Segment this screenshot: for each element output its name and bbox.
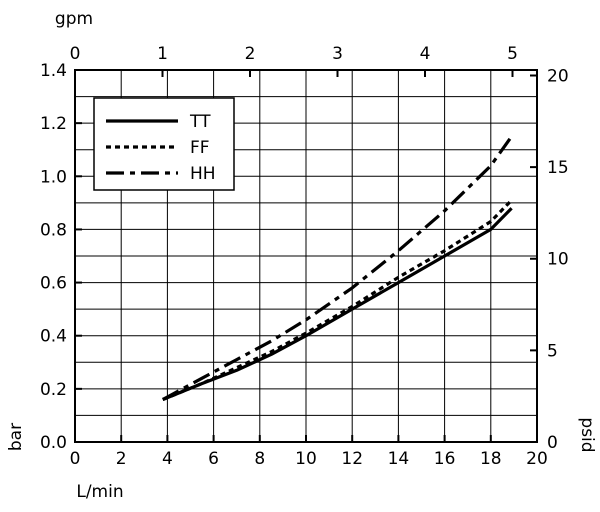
y-tick-label: 1.0 bbox=[40, 167, 67, 187]
top-tick-label: 1 bbox=[157, 44, 168, 64]
top-axis-title: gpm bbox=[55, 9, 93, 29]
plot-frame bbox=[74, 69, 538, 443]
x-tick-label: 2 bbox=[116, 449, 127, 469]
top-tick-label: 2 bbox=[245, 44, 256, 64]
right-axis-title: psid bbox=[577, 417, 597, 452]
legend-box bbox=[93, 97, 235, 191]
y-tick-label: 0.6 bbox=[40, 274, 67, 294]
x-tick-label: 12 bbox=[341, 449, 363, 469]
top-tick-label: 4 bbox=[420, 44, 431, 64]
top-tick-label: 3 bbox=[332, 44, 343, 64]
series-line-tt bbox=[162, 207, 513, 401]
x-tick-label: 14 bbox=[388, 449, 410, 469]
right-tick-label: 20 bbox=[547, 66, 569, 86]
y-tick-label: 0.8 bbox=[40, 220, 67, 240]
right-tick-label: 15 bbox=[547, 158, 569, 178]
x-tick-label: 0 bbox=[70, 449, 81, 469]
right-tick-label: 10 bbox=[547, 250, 569, 270]
x-tick-label: 18 bbox=[480, 449, 502, 469]
y-tick-label: 0.0 bbox=[40, 433, 67, 453]
series-line-hh bbox=[162, 135, 513, 401]
y-axis-title: bar bbox=[6, 423, 26, 451]
series-line-ff bbox=[162, 199, 513, 401]
x-axis-title: L/min bbox=[76, 482, 123, 502]
y-tick-label: 1.2 bbox=[40, 114, 67, 134]
legend-label-hh: HH bbox=[190, 164, 216, 184]
right-tick-label: 5 bbox=[547, 341, 558, 361]
x-tick-label: 4 bbox=[162, 449, 173, 469]
top-tick-label: 0 bbox=[70, 44, 81, 64]
y-tick-label: 0.2 bbox=[40, 380, 67, 400]
x-tick-label: 20 bbox=[526, 449, 548, 469]
legend-label-tt: TT bbox=[189, 112, 211, 132]
tick-labels: 0 2 4 6 8 10 12 14 16 18 200.00.20.40.60.81.01.21.… bbox=[40, 44, 569, 469]
x-tick-label: 6 bbox=[208, 449, 219, 469]
y-tick-label: 0.4 bbox=[40, 327, 67, 347]
y-tick-label: 1.4 bbox=[40, 61, 67, 81]
x-tick-label: 8 bbox=[254, 449, 265, 469]
legend: TT FF HH bbox=[93, 97, 235, 191]
x-tick-label: 16 bbox=[434, 449, 456, 469]
x-tick-label: 10 bbox=[295, 449, 317, 469]
legend-label-ff: FF bbox=[190, 138, 210, 158]
right-tick-label: 0 bbox=[547, 433, 558, 453]
series-lines bbox=[162, 135, 513, 401]
top-tick-label: 5 bbox=[507, 44, 518, 64]
